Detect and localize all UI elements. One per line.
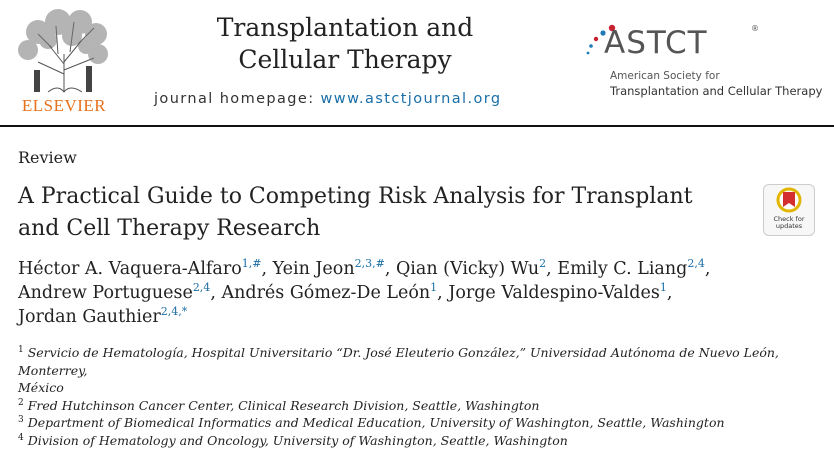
- affiliation-text: Fred Hutchinson Cancer Center, Clinical …: [28, 398, 540, 413]
- astct-registered-mark: ®: [751, 24, 759, 33]
- author-name[interactable]: Qian (Vicky) Wu: [396, 259, 539, 279]
- homepage-link[interactable]: www.astctjournal.org: [321, 91, 502, 107]
- affiliation-item: 4 Division of Hematology and Oncology, U…: [18, 432, 818, 449]
- author-name[interactable]: Andrés Gómez-De León: [221, 283, 430, 303]
- affiliation-number: 4: [18, 433, 24, 443]
- journal-title[interactable]: Transplantation and Cellular Therapy: [200, 12, 490, 76]
- author-list: Héctor A. Vaquera-Alfaro1,#, Yein Jeon2,…: [18, 257, 798, 329]
- affiliation-text: Division of Hematology and Oncology, Uni…: [28, 433, 568, 448]
- affiliation-item: 3 Department of Biomedical Informatics a…: [18, 414, 818, 432]
- affiliation-number: 2: [18, 398, 24, 408]
- affiliation-item-continued: México: [18, 379, 818, 397]
- article-title-line2: and Cell Therapy Research: [18, 213, 738, 245]
- affiliation-item: 1 Servicio de Hematología, Hospital Univ…: [18, 344, 818, 379]
- check-for-updates-button[interactable]: Check for updates: [763, 184, 815, 236]
- society-name-line2: Transplantation and Cellular Therapy: [610, 84, 822, 98]
- author-affil-marks[interactable]: 1: [660, 281, 667, 294]
- author-line: Héctor A. Vaquera-Alfaro1,#, Yein Jeon2,…: [18, 257, 798, 281]
- author-affil-marks[interactable]: 2,4: [687, 257, 705, 270]
- homepage-label: journal homepage:: [154, 91, 315, 107]
- affiliation-text: Department of Biomedical Informatics and…: [28, 415, 725, 430]
- article-type: Review: [18, 148, 77, 167]
- header-divider: [0, 125, 834, 127]
- affiliation-item: 2 Fred Hutchinson Cancer Center, Clinica…: [18, 397, 818, 415]
- author-affil-marks[interactable]: 2,4: [193, 281, 211, 294]
- affiliation-list: 1 Servicio de Hematología, Hospital Univ…: [18, 344, 818, 449]
- article-title-line1: A Practical Guide to Competing Risk Anal…: [18, 181, 738, 213]
- author-line: Jordan Gauthier2,4,*: [18, 305, 798, 329]
- journal-homepage: journal homepage: www.astctjournal.org: [154, 91, 501, 107]
- author-affil-marks[interactable]: 1,#: [242, 257, 262, 270]
- author-line: Andrew Portuguese2,4, Andrés Gómez-De Le…: [18, 281, 798, 305]
- author-name[interactable]: Jorge Valdespino-Valdes: [448, 283, 660, 303]
- author-name[interactable]: Emily C. Liang: [557, 259, 687, 279]
- author-name[interactable]: Jordan Gauthier: [18, 307, 161, 327]
- journal-header: ELSEVIER Transplantation and Cellular Th…: [0, 0, 834, 130]
- society-name-line1: American Society for: [610, 70, 720, 82]
- author-affil-marks[interactable]: 2,4,*: [161, 305, 188, 318]
- article-title: A Practical Guide to Competing Risk Anal…: [18, 181, 738, 245]
- affiliation-number: 3: [18, 415, 24, 425]
- affiliation-number: 1: [18, 345, 24, 355]
- author-name[interactable]: Andrew Portuguese: [18, 283, 193, 303]
- author-name[interactable]: Yein Jeon: [273, 259, 355, 279]
- astct-wordmark: ASTCT: [604, 25, 708, 61]
- author-affil-marks[interactable]: 2,3,#: [355, 257, 385, 270]
- check-for-updates-label: Check for updates: [764, 216, 814, 230]
- journal-title-line2: Cellular Therapy: [200, 44, 490, 76]
- author-name[interactable]: Héctor A. Vaquera-Alfaro: [18, 259, 242, 279]
- bookmark-icon: [764, 185, 814, 217]
- affiliation-text: Servicio de Hematología, Hospital Univer…: [18, 345, 779, 378]
- elsevier-wordmark: ELSEVIER: [10, 96, 118, 116]
- journal-title-line1: Transplantation and: [200, 12, 490, 44]
